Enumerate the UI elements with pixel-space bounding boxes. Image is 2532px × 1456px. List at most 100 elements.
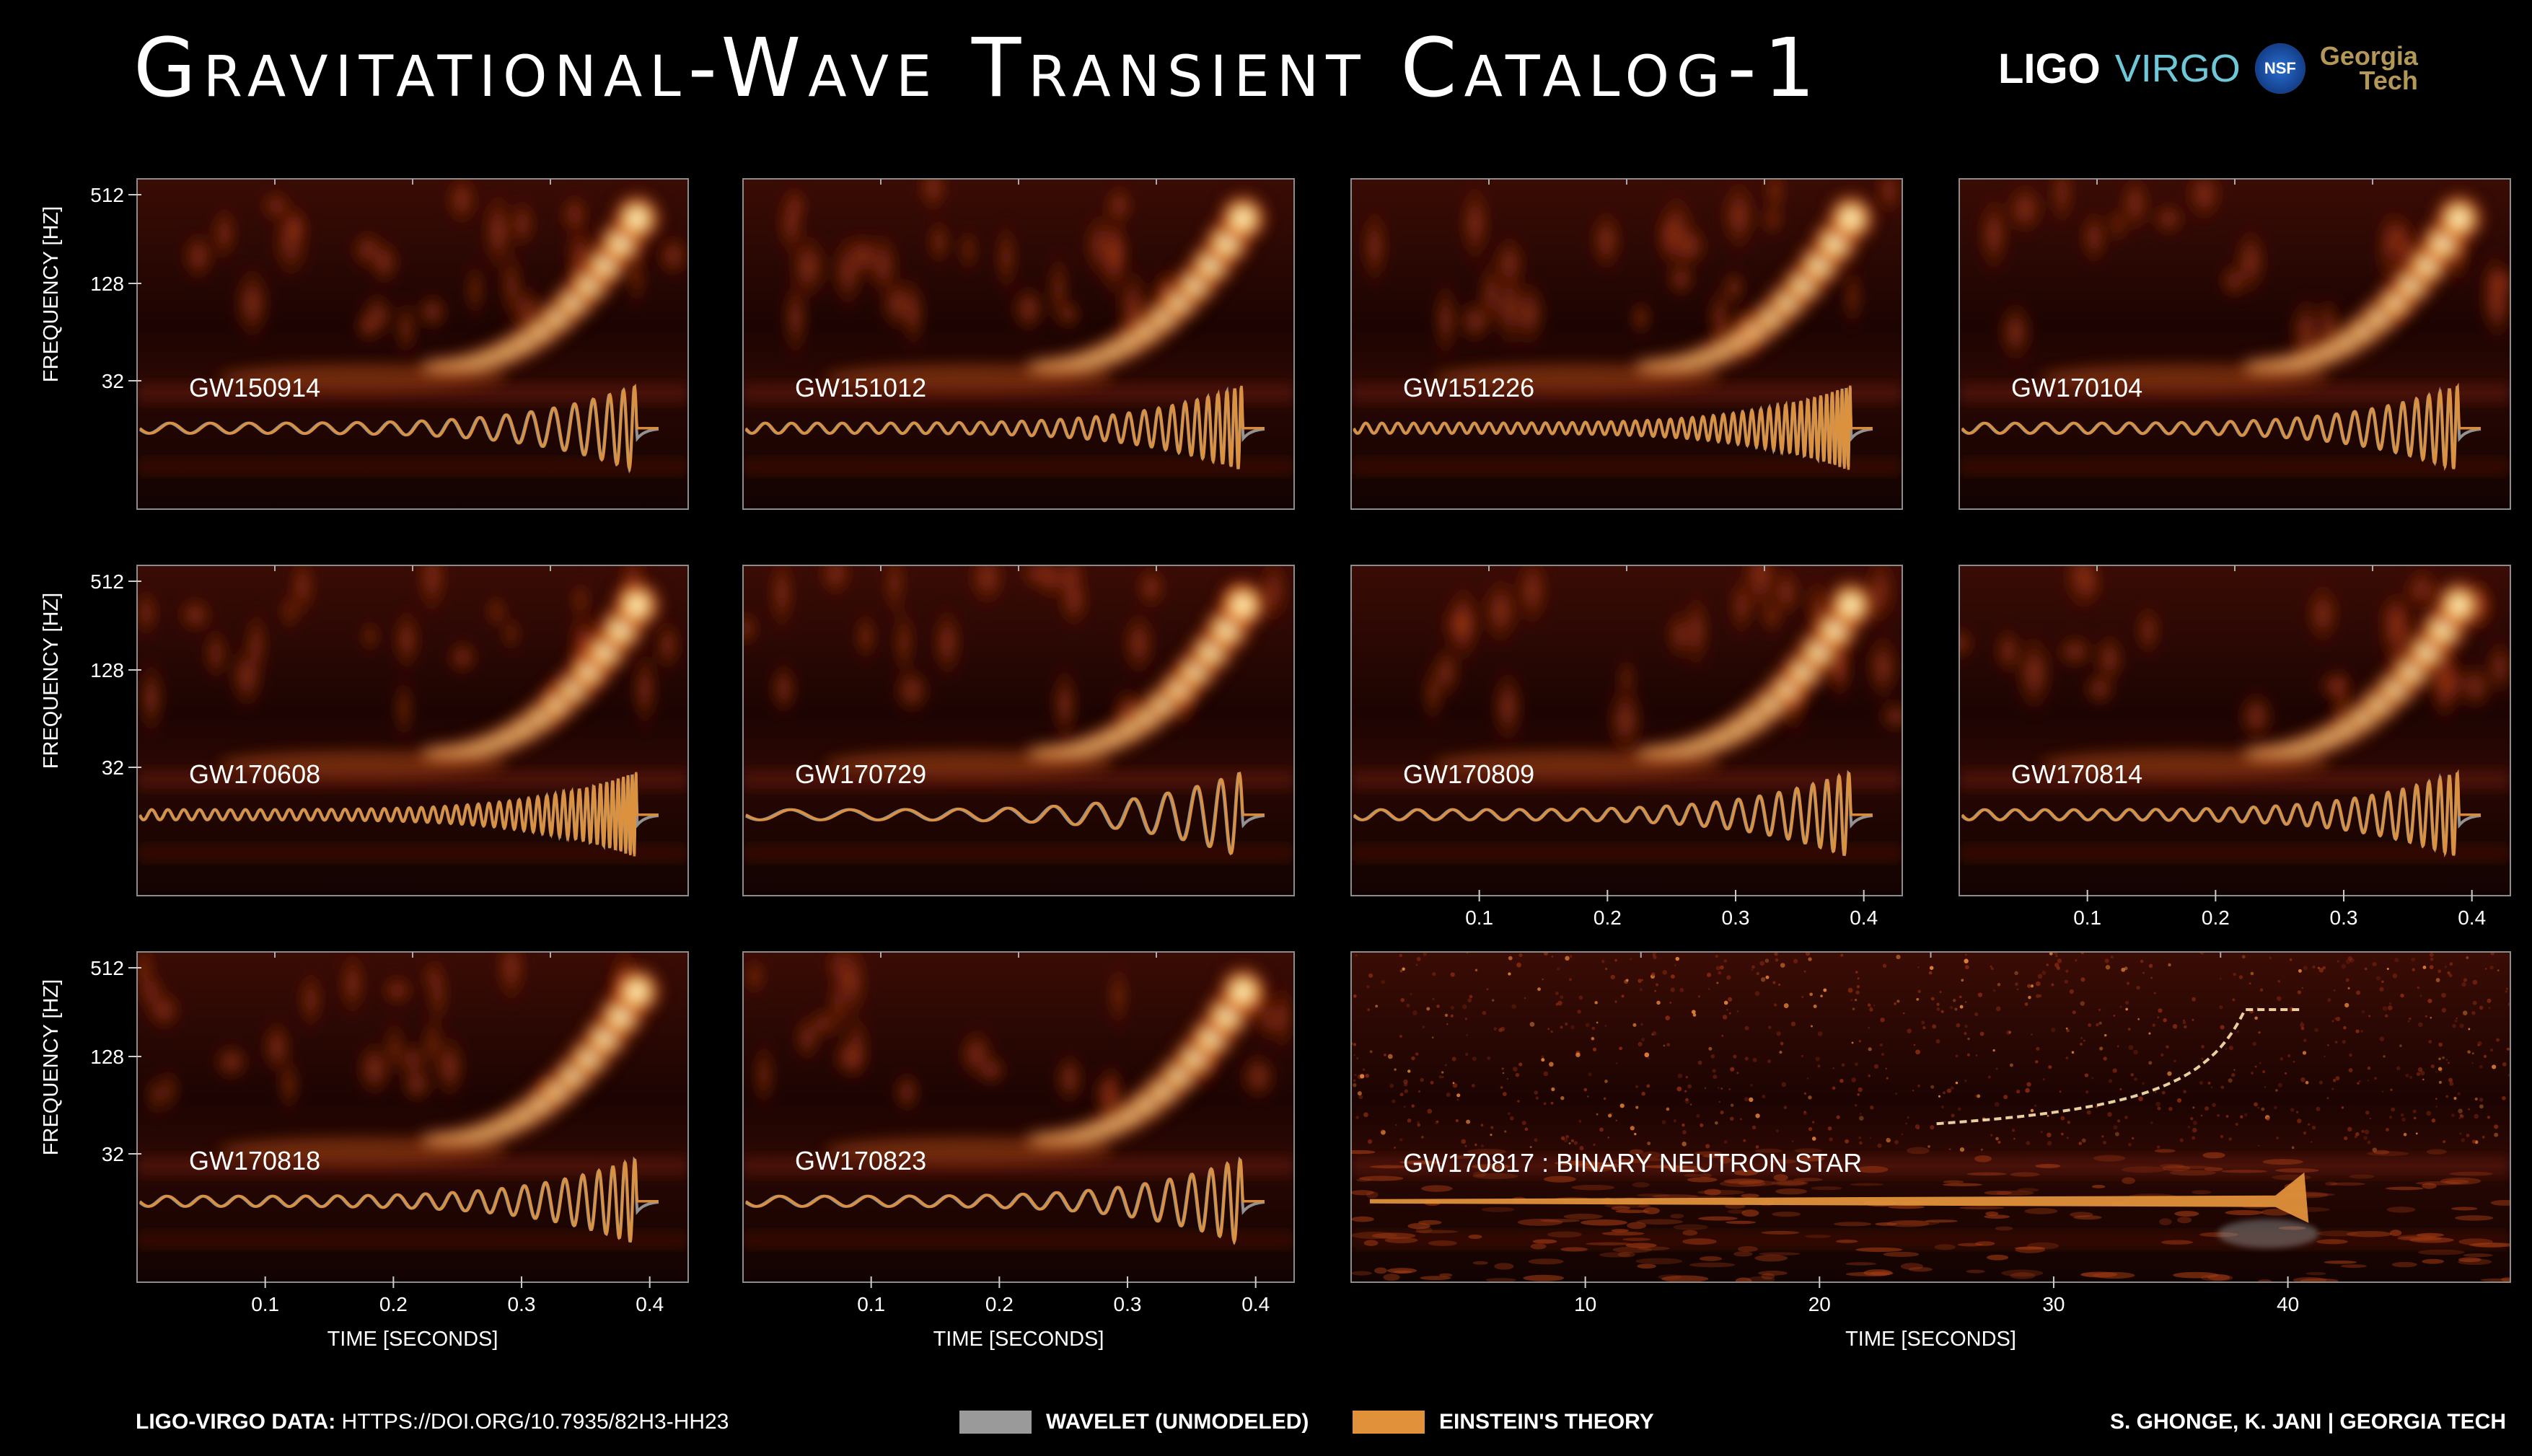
y-tick-label: 32 [102,756,124,779]
x-tick-label: 0.4 [2458,906,2486,929]
spectrogram-panel: GW150914 512 128 32 FREQUENCY [HZ] [40,178,689,510]
y-axis-label: FREQUENCY [HZ] [40,979,63,1155]
x-tick-label: 0.3 [2330,906,2358,929]
chirp-track [1936,1008,2300,1126]
chirp-track [218,962,666,1163]
chirp-track [218,189,666,390]
einstein-waveform [139,383,659,472]
event-label: GW170809 [1403,759,1534,789]
noise-field [1351,952,2510,1282]
x-tick-label: 0.1 [1465,906,1493,929]
x-tick-label: 0.3 [1114,1293,1142,1315]
credit: S. GHONGE, K. JANI | GEORGIA TECH [2109,1410,2506,1434]
spectrogram-panel: GW170823 0.1 0.2 0.3 0.4 TIME [SECONDS] [742,951,1295,1351]
x-tick-label: 10 [1574,1293,1596,1315]
event-label: GW170608 [189,759,320,789]
legend-einstein-label: EINSTEIN'S THEORY [1439,1410,1654,1434]
einstein-waveform [1961,382,2481,472]
chirp-track [1432,575,1880,777]
event-label: GW151226 [1403,373,1534,402]
wavelet-waveform [2217,1219,2319,1248]
data-source-label: LIGO-VIRGO DATA: [136,1410,336,1434]
x-tick-label: 0.2 [2202,906,2230,929]
einstein-waveform [1353,385,1873,470]
spectrogram-panel: GW170729 [742,565,1295,896]
spectrogram-panel: GW170104 [1959,178,2511,510]
event-label: GW170817 : BINARY NEUTRON STAR [1403,1148,1862,1178]
georgia-tech-logo-line2: Tech [2359,66,2418,95]
virgo-logo: VIRGO [2114,47,2241,90]
logo-bar: LIGO VIRGO NSF Georgia Tech [1998,32,2518,105]
x-tick-label: 0.2 [379,1293,408,1315]
y-tick-label: 512 [90,957,124,979]
noise-field [1976,179,2510,376]
x-tick-label: 0.1 [857,1293,885,1315]
spectrogram-panel: GW170817 : BINARY NEUTRON STAR 10 20 30 40 TI… [1350,951,2511,1351]
ligo-logo: LIGO [1998,45,2101,92]
x-tick-label: 0.3 [508,1293,536,1315]
y-tick-label: 32 [102,1143,124,1165]
legend-wavelet: WAVELET (UNMODELED) [959,1410,1309,1434]
x-tick-label: 0.1 [251,1293,279,1315]
einstein-waveform [1353,772,1873,856]
chirp-track [218,575,666,777]
y-tick-label: 128 [90,273,124,295]
y-axis-label: FREQUENCY [HZ] [40,593,63,769]
spectrogram-panel: GW151012 [742,178,1295,510]
chirp-track [824,189,1272,390]
page-title: Gravitational-Wave Transient Catalog-1 [133,22,1823,115]
legend-wavelet-swatch [959,1411,1032,1434]
einstein-waveform [745,1159,1265,1245]
x-tick-label: 0.4 [1850,906,1878,929]
einstein-waveform [745,771,1265,855]
event-label: GW170104 [2011,373,2142,402]
event-label: GW151012 [795,373,926,402]
x-tick-label: 0.2 [1594,906,1622,929]
spectrogram-panel: GW170809 0.1 0.2 0.3 0.4 [1350,565,1903,929]
x-tick-label: 30 [2042,1293,2065,1315]
event-label: GW170818 [189,1146,320,1175]
noise-field [1423,565,1902,764]
spectrogram-panel: GW170818 512 128 32 FREQUENCY [HZ] 0.1 0.2 0.3 0… [40,951,689,1351]
x-axis-label: TIME [SECONDS] [933,1328,1104,1351]
einstein-waveform [139,1159,659,1243]
einstein-waveform [1369,1172,2309,1223]
spectrogram-background [1351,952,2510,1282]
y-tick-label: 128 [90,1046,124,1068]
x-tick-label: 0.1 [2073,906,2101,929]
y-axis-label: FREQUENCY [HZ] [40,206,63,382]
spectrogram-panel: GW170608 512 128 32 FREQUENCY [HZ] [40,565,689,896]
legend-wavelet-label: WAVELET (UNMODELED) [1046,1410,1309,1434]
georgia-tech-logo: Georgia Tech [2319,41,2418,95]
chirp-track [824,962,1272,1163]
einstein-waveform [744,385,1265,469]
chirp-track [824,575,1272,777]
chirp-track [2040,189,2488,390]
x-axis-label: TIME [SECONDS] [1845,1328,2016,1351]
legend-einstein-swatch [1353,1411,1425,1434]
y-tick-label: 128 [90,659,124,681]
data-source: LIGO-VIRGO DATA: HTTPS://DOI.ORG/10.7935… [136,1410,729,1434]
georgia-tech-logo-line1: Georgia [2319,41,2418,71]
einstein-waveform [1961,769,2481,858]
data-doi-link[interactable]: HTTPS://DOI.ORG/10.7935/82H3-HH23 [341,1410,729,1434]
nsf-logo: NSF [2254,43,2305,94]
chirp-track [2040,575,2488,777]
spectrogram-panel: GW151226 [1350,178,1903,510]
einstein-waveform [139,772,659,857]
event-label: GW170814 [2011,759,2142,789]
x-tick-label: 0.4 [636,1293,664,1315]
y-tick-label: 512 [90,184,124,206]
y-tick-label: 512 [90,570,124,593]
x-axis-label: TIME [SECONDS] [328,1328,498,1351]
event-label: GW150914 [189,373,320,402]
x-tick-label: 0.4 [1241,1293,1270,1315]
x-tick-label: 20 [1808,1293,1831,1315]
chirp-track [1432,189,1880,390]
x-tick-label: 40 [2277,1293,2299,1315]
event-label: GW170729 [795,759,926,789]
event-label: GW170823 [795,1146,926,1175]
spectrogram-panel: GW170814 0.1 0.2 0.3 0.4 [1959,565,2511,929]
legend-einstein: EINSTEIN'S THEORY [1353,1410,1654,1434]
